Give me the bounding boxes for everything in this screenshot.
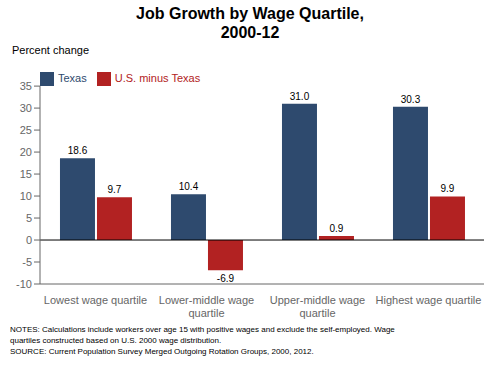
svg-text:30.3: 30.3: [401, 94, 421, 105]
html-text:SOURCE: Current Population Sur: SOURCE: Current Population Survey Merged…: [10, 347, 314, 356]
svg-text:35: 35: [20, 80, 32, 92]
svg-text:Lowest wage quartile: Lowest wage quartile: [44, 294, 147, 306]
svg-text:Highest wage quartile: Highest wage quartile: [376, 294, 482, 306]
svg-text:20: 20: [20, 146, 32, 158]
svg-text:18.6: 18.6: [68, 145, 88, 156]
svg-text:15: 15: [20, 168, 32, 180]
html-text:U.S. minus Texas: U.S. minus Texas: [114, 72, 201, 84]
svg-text:-6.9: -6.9: [217, 273, 235, 284]
svg-text:0.9: 0.9: [330, 223, 344, 234]
svg-text:5: 5: [26, 212, 32, 224]
html-text:NOTES: Calculations include wo: NOTES: Calculations include workers over…: [10, 325, 395, 334]
svg-text:9.7: 9.7: [108, 184, 122, 195]
svg-text:Lower-middle wagequartile: Lower-middle wagequartile: [159, 294, 254, 319]
svg-text:0: 0: [26, 234, 32, 246]
html-text:Job Growth by Wage Quartile, 2: Job Growth by Wage Quartile, 2000-12: [136, 5, 364, 41]
svg-text:30: 30: [20, 102, 32, 114]
html-text:Percent change: Percent change: [12, 44, 90, 56]
html-text:quartiles constructed based on: quartiles constructed based on U.S. 2000…: [10, 336, 222, 345]
svg-text:Upper-middle wagequartile: Upper-middle wagequartile: [270, 294, 365, 319]
svg-text:25: 25: [20, 124, 32, 136]
svg-text:10.4: 10.4: [179, 181, 199, 192]
svg-text:31.0: 31.0: [290, 91, 310, 102]
html-text:Texas: Texas: [58, 72, 87, 84]
svg-text:10: 10: [20, 190, 32, 202]
svg-text:9.9: 9.9: [441, 183, 455, 194]
svg-text:-10: -10: [16, 278, 32, 290]
svg-text:-5: -5: [22, 256, 32, 268]
